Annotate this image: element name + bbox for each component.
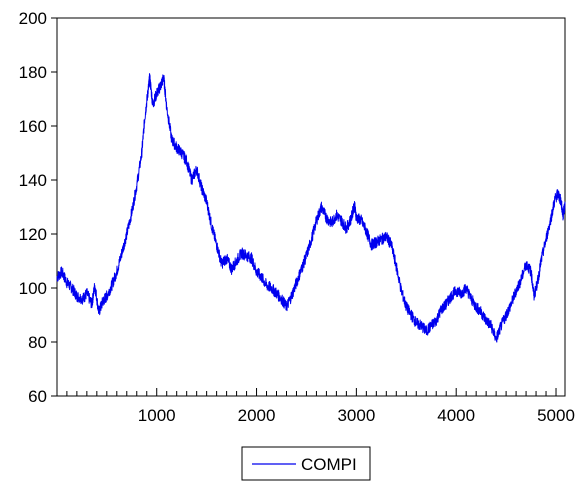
legend-label-compi: COMPI xyxy=(301,455,357,474)
x-tick-label: 1000 xyxy=(138,406,176,425)
x-tick-label: 5000 xyxy=(537,406,575,425)
y-tick-label: 160 xyxy=(19,117,47,136)
y-tick-label: 140 xyxy=(19,171,47,190)
y-tick-label: 120 xyxy=(19,225,47,244)
series-line-compi xyxy=(56,73,566,343)
axis-tick-labels: 60 80 100 120 140 160 180 200 1000 2000 3000 4000 50… xyxy=(19,9,575,425)
y-tick-label: 180 xyxy=(19,63,47,82)
x-tick-label: 3000 xyxy=(337,406,375,425)
y-tick-label: 60 xyxy=(28,387,47,406)
y-tick-label: 200 xyxy=(19,9,47,28)
y-tick-label: 100 xyxy=(19,279,47,298)
axis-ticks xyxy=(51,17,557,397)
x-tick-label: 2000 xyxy=(238,406,276,425)
x-tick-label: 4000 xyxy=(437,406,475,425)
series-layer xyxy=(56,73,566,343)
legend: COMPI xyxy=(241,446,371,481)
y-tick-label: 80 xyxy=(28,333,47,352)
